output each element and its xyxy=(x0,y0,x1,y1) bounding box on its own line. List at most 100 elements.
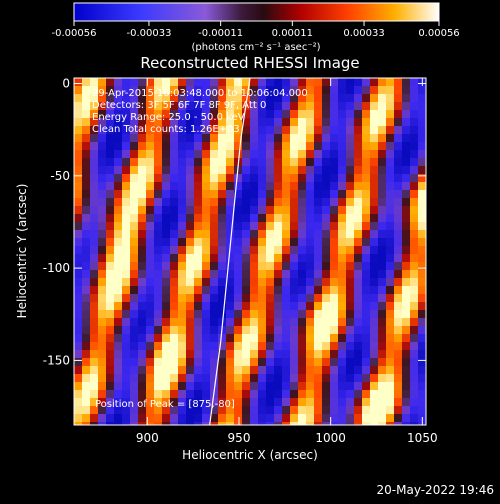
heatmap-cell xyxy=(178,102,187,111)
heatmap-cell xyxy=(74,398,83,407)
heatmap-cell xyxy=(394,318,403,327)
heatmap-cell xyxy=(418,166,426,175)
heatmap-cell xyxy=(306,214,315,223)
heatmap-cell xyxy=(282,398,291,407)
heatmap-cell xyxy=(418,350,426,359)
heatmap-cell xyxy=(346,238,355,247)
heatmap-cell xyxy=(362,118,371,127)
heatmap-cell xyxy=(194,174,203,183)
heatmap-cell xyxy=(138,214,147,223)
heatmap-cell xyxy=(266,342,275,351)
heatmap-cell xyxy=(378,246,387,255)
heatmap-cell xyxy=(290,270,299,279)
heatmap-cell xyxy=(82,350,91,359)
heatmap-cell xyxy=(154,78,163,87)
heatmap-cell xyxy=(170,190,179,199)
heatmap-cell xyxy=(74,294,83,303)
heatmap-cell xyxy=(410,366,419,375)
heatmap-cell xyxy=(338,358,347,367)
heatmap-cell xyxy=(218,350,227,359)
heatmap-cell xyxy=(354,246,363,255)
heatmap-cell xyxy=(346,214,355,223)
heatmap-cell xyxy=(362,310,371,319)
heatmap-cell xyxy=(186,270,195,279)
heatmap-cell xyxy=(154,142,163,151)
heatmap-cell xyxy=(386,286,395,295)
heatmap-cell xyxy=(242,94,251,103)
heatmap-cell xyxy=(154,294,163,303)
heatmap-cell xyxy=(250,126,259,135)
heatmap-cell xyxy=(98,382,107,391)
heatmap-cell xyxy=(202,230,211,239)
heatmap-cell xyxy=(114,94,123,103)
colorbar-tick-label-0: -0.00056 xyxy=(52,28,97,39)
heatmap-cell xyxy=(330,142,339,151)
heatmap-cell xyxy=(74,78,83,87)
heatmap-cell xyxy=(90,134,99,143)
heatmap-cell xyxy=(394,358,403,367)
heatmap-cell xyxy=(122,422,131,425)
heatmap-cell xyxy=(154,302,163,311)
heatmap-cell xyxy=(394,382,403,391)
heatmap-cell xyxy=(170,118,179,127)
heatmap-cell xyxy=(266,118,275,127)
heatmap-cell xyxy=(314,310,323,319)
heatmap-cell xyxy=(218,134,227,143)
heatmap-cell xyxy=(122,118,131,127)
heatmap-cell xyxy=(106,142,115,151)
heatmap-cell xyxy=(290,254,299,263)
heatmap-cell xyxy=(386,94,395,103)
heatmap-cell xyxy=(394,206,403,215)
heatmap-cell xyxy=(146,238,155,247)
heatmap-cell xyxy=(418,270,426,279)
heatmap-cell xyxy=(154,310,163,319)
heatmap-cell xyxy=(242,182,251,191)
heatmap-cell xyxy=(258,366,267,375)
heatmap-cell xyxy=(258,254,267,263)
heatmap-cell xyxy=(114,190,123,199)
heatmap-cell xyxy=(306,86,315,95)
heatmap-cell xyxy=(130,326,139,335)
heatmap-cell xyxy=(378,214,387,223)
heatmap-cell xyxy=(354,158,363,167)
heatmap-cell xyxy=(410,318,419,327)
heatmap-cell xyxy=(258,230,267,239)
heatmap-cell xyxy=(266,222,275,231)
heatmap-cell xyxy=(266,318,275,327)
heatmap-cell xyxy=(90,398,99,407)
heatmap-cell xyxy=(74,214,83,223)
heatmap-cell xyxy=(354,262,363,271)
heatmap-cell xyxy=(106,374,115,383)
heatmap-cell xyxy=(266,134,275,143)
heatmap-cell xyxy=(282,254,291,263)
heatmap-cell xyxy=(226,270,235,279)
heatmap-cell xyxy=(290,182,299,191)
heatmap-cell xyxy=(226,342,235,351)
heatmap-cell xyxy=(210,214,219,223)
heatmap-cell xyxy=(218,222,227,231)
heatmap-cell xyxy=(306,286,315,295)
heatmap-cell xyxy=(402,358,411,367)
heatmap-cell xyxy=(98,94,107,103)
heatmap-cell xyxy=(130,158,139,167)
heatmap-cell xyxy=(418,294,426,303)
heatmap-cell xyxy=(138,134,147,143)
heatmap-cell xyxy=(130,126,139,135)
heatmap-cell xyxy=(402,342,411,351)
heatmap-cell xyxy=(314,198,323,207)
heatmap-cell xyxy=(362,350,371,359)
heatmap-cell xyxy=(178,262,187,271)
heatmap-cell xyxy=(234,254,243,263)
heatmap-cell xyxy=(162,78,171,87)
heatmap-cell xyxy=(202,350,211,359)
heatmap-cell xyxy=(346,166,355,175)
heatmap-cell xyxy=(322,238,331,247)
heatmap-cell xyxy=(402,254,411,263)
heatmap-cell xyxy=(170,222,179,231)
heatmap-cell xyxy=(162,414,171,423)
heatmap-cell xyxy=(114,294,123,303)
heatmap-cell xyxy=(402,142,411,151)
heatmap-cell xyxy=(154,206,163,215)
heatmap-cell xyxy=(178,302,187,311)
heatmap-cell xyxy=(146,110,155,119)
